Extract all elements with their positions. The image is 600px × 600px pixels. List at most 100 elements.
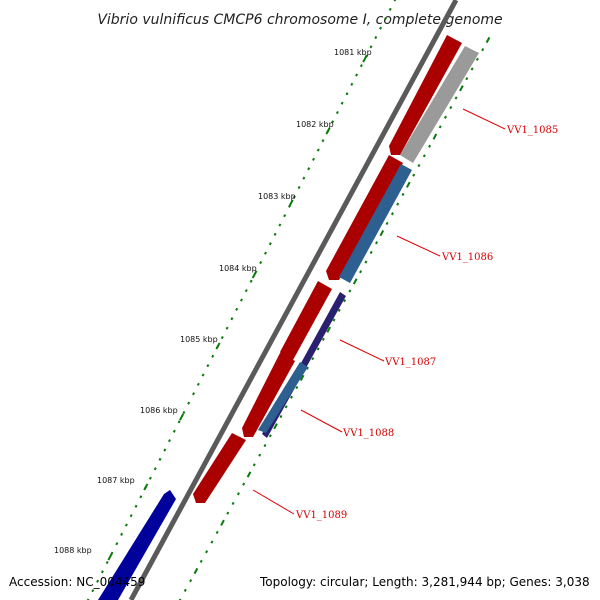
scale-dot — [240, 298, 243, 302]
scale-label-1081-kbp: 1081 kbp — [334, 48, 372, 57]
scale-label-1087-kbp: 1087 kbp — [97, 476, 135, 485]
scale-dot — [86, 598, 90, 600]
inner-guide-dot — [337, 308, 341, 312]
inner-guide-dot — [412, 173, 416, 177]
accession-text: Accession: NC_004459 — [9, 575, 146, 589]
scale-label-1085-kbp: 1085 kbp — [180, 335, 218, 344]
inner-guide-dot — [183, 588, 187, 592]
inner-guide-dot — [417, 163, 421, 168]
scale-dot — [379, 26, 383, 30]
scale-dot — [206, 364, 210, 368]
scale-dot — [283, 214, 287, 218]
inner-guide-dot — [343, 299, 347, 303]
scale-dot — [331, 120, 335, 124]
scale-dot — [355, 73, 359, 77]
scale-dot — [345, 92, 349, 96]
scale-major-tick — [143, 483, 149, 491]
gene-arrow-red-3[interactable] — [280, 281, 332, 361]
scale-dot — [307, 167, 311, 171]
scale-dot — [124, 523, 128, 527]
gene-arrow-red-5[interactable] — [193, 433, 246, 503]
inner-guide-dot — [199, 559, 203, 563]
gene-label-vv1-1086[interactable]: VV1_1086 — [441, 252, 493, 263]
gene-bar-steelblue-2[interactable] — [258, 362, 308, 433]
scale-ticks — [107, 55, 368, 561]
scale-dot — [120, 532, 124, 536]
inner-guide-dot — [470, 67, 474, 71]
gene-label-vv1-1085[interactable]: VV1_1085 — [506, 125, 558, 136]
scale-dot — [91, 589, 95, 593]
scale-dot — [335, 110, 339, 115]
inner-guide-dot — [459, 85, 464, 92]
gene-label-vv1-1089[interactable]: VV1_1089 — [295, 510, 347, 521]
callout-line-vv1-1085 — [462, 108, 506, 130]
inner-guide-dot — [359, 270, 363, 274]
inner-guide-dot — [279, 414, 283, 419]
scale-dot — [182, 410, 186, 415]
scale-dot — [244, 289, 248, 293]
inner-guide-dot — [449, 105, 453, 110]
callout-line-vv1-1087 — [339, 339, 385, 362]
scale-dot — [316, 148, 320, 152]
scale-dot — [264, 251, 267, 255]
scale-dot — [312, 157, 315, 161]
map-title: Vibrio vulnificus CMCP6 chromosome I, co… — [97, 12, 502, 28]
inner-guide-dot — [311, 357, 315, 361]
inner-guide-dot — [193, 567, 199, 575]
inner-guide-dot — [273, 423, 278, 430]
scale-ruler — [86, 0, 397, 600]
scale-major-tick — [288, 199, 294, 207]
scale-dot — [278, 223, 282, 227]
scale-tick-labels: 1081 kbp 1082 kbp 1083 kbp 1084 kbp 1085… — [54, 48, 372, 555]
scale-dot — [192, 392, 195, 396]
scale-dot — [374, 35, 378, 40]
scale-label-1086-kbp: 1086 kbp — [140, 406, 178, 415]
scale-dot — [196, 382, 200, 386]
scale-dot — [249, 279, 253, 283]
scale-dot — [321, 139, 325, 143]
gene-arrow-red-4[interactable] — [242, 353, 295, 437]
inner-guide-dot — [375, 241, 378, 245]
inner-guide-dot — [332, 318, 336, 322]
scale-dot — [259, 260, 263, 265]
inner-guide-dot — [284, 405, 288, 409]
inner-guide-dot — [242, 482, 246, 486]
scale-dot — [96, 579, 100, 583]
gene-bar-steelblue-1[interactable] — [339, 164, 412, 283]
scale-dot — [369, 45, 373, 49]
inner-guide-dot — [422, 154, 426, 158]
scale-dot — [211, 354, 215, 358]
scale-dot — [273, 232, 277, 236]
scale-dot — [388, 7, 392, 11]
inner-guide-dot — [396, 202, 400, 206]
scale-dot — [148, 476, 152, 480]
scale-dot — [115, 542, 119, 546]
gene-arrow-red-1[interactable] — [389, 35, 462, 155]
gene-arrow-red-2[interactable] — [326, 155, 403, 280]
inner-guide-dot — [369, 250, 373, 255]
scale-label-1084-kbp: 1084 kbp — [219, 264, 257, 273]
gene-bar-gray[interactable] — [400, 46, 479, 163]
gene-label-vv1-1088[interactable]: VV1_1088 — [342, 428, 394, 439]
inner-guide-dot — [454, 96, 458, 100]
gene-arrow-blue[interactable] — [98, 490, 176, 600]
scale-dot — [220, 335, 224, 340]
inner-guide-dot — [210, 540, 214, 544]
gene-label-vv1-1087[interactable]: VV1_1087 — [384, 357, 436, 368]
inner-guide-dot — [258, 453, 262, 457]
scale-dot — [350, 82, 354, 86]
inner-guide-dot — [290, 395, 293, 399]
inner-guide-dot — [220, 519, 225, 526]
inner-guide-dot — [406, 181, 411, 188]
inner-guide-track — [178, 36, 491, 600]
inner-guide-dot — [205, 550, 209, 554]
scale-major-tick — [215, 342, 221, 350]
scale-dot — [235, 307, 239, 311]
inner-guide-dot — [352, 278, 358, 285]
callout-line-vv1-1089 — [252, 489, 295, 515]
scale-major-tick — [107, 553, 113, 561]
scale-dot — [393, 0, 397, 2]
scale-major-tick — [362, 55, 368, 63]
callout-lines — [252, 108, 506, 515]
